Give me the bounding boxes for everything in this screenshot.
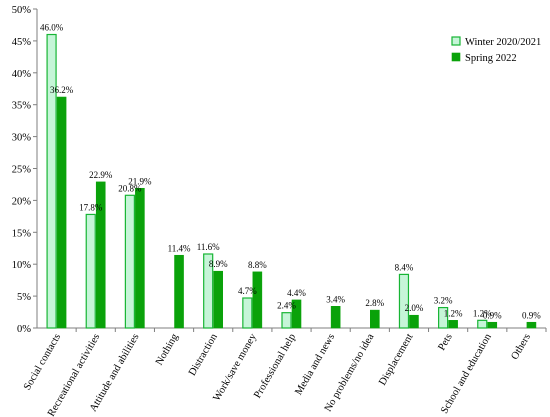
x-category-label: Work/save money: [211, 331, 259, 403]
x-category-label: Social contacts: [22, 332, 63, 392]
bar-spring-2022: [252, 271, 263, 329]
y-tick-label: 15%: [12, 228, 32, 239]
data-label: 2.8%: [365, 298, 384, 308]
bar-winter-2020-2021: [124, 194, 135, 329]
data-label: 0.9%: [483, 310, 502, 320]
y-tick-label: 45%: [12, 37, 32, 48]
y-tick-label: 50%: [12, 5, 32, 16]
data-label: 11.4%: [168, 243, 191, 253]
data-label: 0.9%: [522, 310, 541, 320]
y-tick-label: 25%: [12, 165, 32, 176]
legend-swatch: [451, 52, 461, 62]
bar-spring-2022: [291, 299, 302, 329]
data-label: 1.2%: [473, 308, 492, 318]
data-label: 1.2%: [444, 308, 463, 318]
data-label: 20.8%: [118, 183, 142, 193]
legend-swatch: [451, 36, 461, 46]
bar-winter-2020-2021: [477, 319, 488, 329]
data-label: 17.8%: [79, 202, 103, 212]
data-label: 22.9%: [89, 170, 113, 180]
bar-spring-2022: [213, 270, 223, 329]
bar-spring-2022: [135, 187, 145, 329]
data-label: 4.7%: [238, 286, 257, 296]
data-label: 46.0%: [40, 23, 64, 33]
x-category-label: Others: [509, 332, 533, 362]
data-label: 8.8%: [248, 260, 267, 270]
bars-layer: [46, 33, 537, 329]
bar-spring-2022: [174, 254, 184, 329]
data-label: 36.2%: [50, 85, 74, 95]
y-tick-label: 40%: [12, 69, 32, 80]
bar-winter-2020-2021: [203, 253, 214, 329]
y-tick-label: 20%: [12, 196, 32, 207]
bar-winter-2020-2021: [438, 306, 449, 329]
y-tick-label: 5%: [17, 292, 31, 303]
data-label: 3.4%: [326, 294, 345, 304]
data-label: 8.4%: [395, 262, 414, 272]
bar-spring-2022: [95, 181, 106, 329]
x-category-label: Professional help: [252, 332, 298, 400]
data-label: 21.9%: [128, 176, 152, 186]
x-category-label: Pets: [436, 332, 454, 353]
bar-spring-2022: [526, 321, 537, 329]
bar-winter-2020-2021: [46, 33, 57, 329]
y-tick-label: 0%: [17, 324, 31, 335]
data-label: 2.4%: [277, 301, 296, 311]
y-tick-label: 35%: [12, 101, 32, 112]
data-labels-layer: 46.0% 36.2% 17.8% 22.9% 20.8%21.9% 11.4% 11.6%…: [40, 23, 541, 321]
bar-winter-2020-2021: [85, 213, 96, 329]
y-axis: 0% 5% 10% 15% 20% 25% 30% 35% 40% 45% 50%: [12, 5, 38, 335]
x-category-label: Nothing: [154, 331, 181, 367]
bar-spring-2022: [409, 314, 419, 329]
bar-winter-2020-2021: [398, 273, 410, 329]
data-label: 11.6%: [197, 242, 220, 252]
data-label: 4.4%: [287, 288, 306, 298]
y-tick-label: 30%: [12, 133, 32, 144]
bar-spring-2022: [56, 96, 67, 329]
bar-spring-2022: [370, 309, 380, 329]
x-category-label: Displacement: [377, 332, 415, 388]
bar-spring-2022: [487, 321, 498, 329]
legend: Winter 2020/2021 Spring 2022: [451, 36, 541, 64]
bar-winter-2020-2021: [281, 312, 292, 329]
data-label: 8.9%: [209, 259, 228, 269]
bar-spring-2022: [448, 320, 458, 329]
y-tick-label: 10%: [12, 260, 32, 271]
data-label: 2.0%: [405, 303, 424, 313]
bar-winter-2020-2021: [242, 297, 253, 329]
data-label: 3.2%: [434, 296, 453, 306]
bar-spring-2022: [330, 306, 341, 329]
x-category-label: Media and news: [293, 332, 337, 397]
legend-label: Winter 2020/2021: [465, 37, 541, 48]
x-category-label: Distraction: [187, 331, 220, 378]
legend-label: Spring 2022: [465, 53, 517, 64]
